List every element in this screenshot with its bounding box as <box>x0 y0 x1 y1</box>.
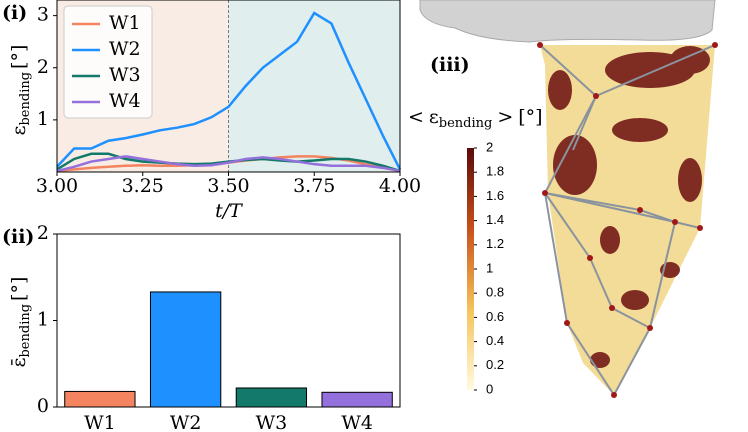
x-tick-label: 3.00 <box>36 175 78 197</box>
y-tick-label: 2 <box>37 222 49 244</box>
y-tick-label: 3 <box>37 4 49 26</box>
colorbar-tick-label: 0.4 <box>486 333 504 348</box>
x-tick-label: 3.50 <box>207 175 249 197</box>
x-tick-label: W1 <box>84 412 116 432</box>
y-tick-label: 0 <box>37 395 49 417</box>
bar <box>149 291 222 408</box>
bar <box>235 387 308 408</box>
legend-label: W2 <box>109 38 141 60</box>
legend-label: W1 <box>109 12 141 34</box>
colorbar-tick-label: 0.2 <box>486 357 504 372</box>
label-symbol: ε <box>429 106 439 128</box>
x-tick-label: W4 <box>341 412 373 432</box>
x-tick-label: W2 <box>170 412 202 432</box>
colorbar-tick-label: 1.6 <box>486 188 504 203</box>
colorbar-tick-label: 2 <box>486 139 493 154</box>
panel-label: (iii) <box>430 54 470 76</box>
head-shape <box>419 0 716 43</box>
colorbar-ticks: 0 0.2 0.4 0.6 0.8 1 1.2 1.4 1.6 1.8 2 <box>474 139 504 396</box>
colorbar <box>467 148 474 390</box>
label-close: > <box>497 106 513 128</box>
colorbar-tick-label: 0 <box>486 381 493 396</box>
colorbar-tick-label: 1 <box>486 260 493 275</box>
y-label-unit: [°] <box>8 45 30 69</box>
surface <box>540 45 715 395</box>
x-axis-label: t/T <box>215 200 243 222</box>
x-tick-label: W3 <box>256 412 288 432</box>
label-unit: [°] <box>518 106 542 128</box>
axes-frame <box>56 233 401 408</box>
legend-box <box>63 5 153 119</box>
bar <box>64 390 136 408</box>
label-subscript: bending <box>439 116 493 131</box>
colorbar-tick-label: 1.2 <box>486 236 504 251</box>
y-label-symbol: ε <box>8 126 30 136</box>
legend-label: W3 <box>109 64 141 86</box>
y-axis-label: ε̄bending [°] <box>8 277 33 368</box>
colorbar-tick-label: 1.4 <box>486 212 504 227</box>
panel-label: (ii) <box>2 226 34 248</box>
bar <box>321 391 393 408</box>
y-axis-label: εbending [°] <box>8 45 33 136</box>
y-label-subscript: bending <box>18 72 33 126</box>
y-tick-label: 2 <box>37 56 49 78</box>
y-label-unit: [°] <box>8 277 30 301</box>
shaded-span <box>228 0 400 172</box>
y-label-subscript: bending <box>18 304 33 358</box>
series-line <box>56 155 401 173</box>
label-open: < <box>408 106 424 128</box>
colorbar-tick-label: 1.8 <box>486 164 504 179</box>
panel-label: (i) <box>2 2 27 24</box>
vertices <box>537 42 718 398</box>
y-tick-label: 1 <box>37 309 49 331</box>
surface-panel <box>419 0 718 398</box>
colorbar-label: < εbending > [°] <box>408 106 543 131</box>
x-tick-label: 3.75 <box>293 175 335 197</box>
x-tick-label: 4.00 <box>379 175 421 197</box>
series-line <box>56 11 402 170</box>
colorbar-tick-label: 0.8 <box>486 285 504 300</box>
hotspots <box>548 46 710 368</box>
legend-label: W4 <box>109 90 141 112</box>
y-label-symbol: ε̄ <box>8 358 30 368</box>
colorbar-tick-label: 0.6 <box>486 309 504 324</box>
y-tick-label: 1 <box>37 108 49 130</box>
x-tick-label: 3.25 <box>122 175 164 197</box>
